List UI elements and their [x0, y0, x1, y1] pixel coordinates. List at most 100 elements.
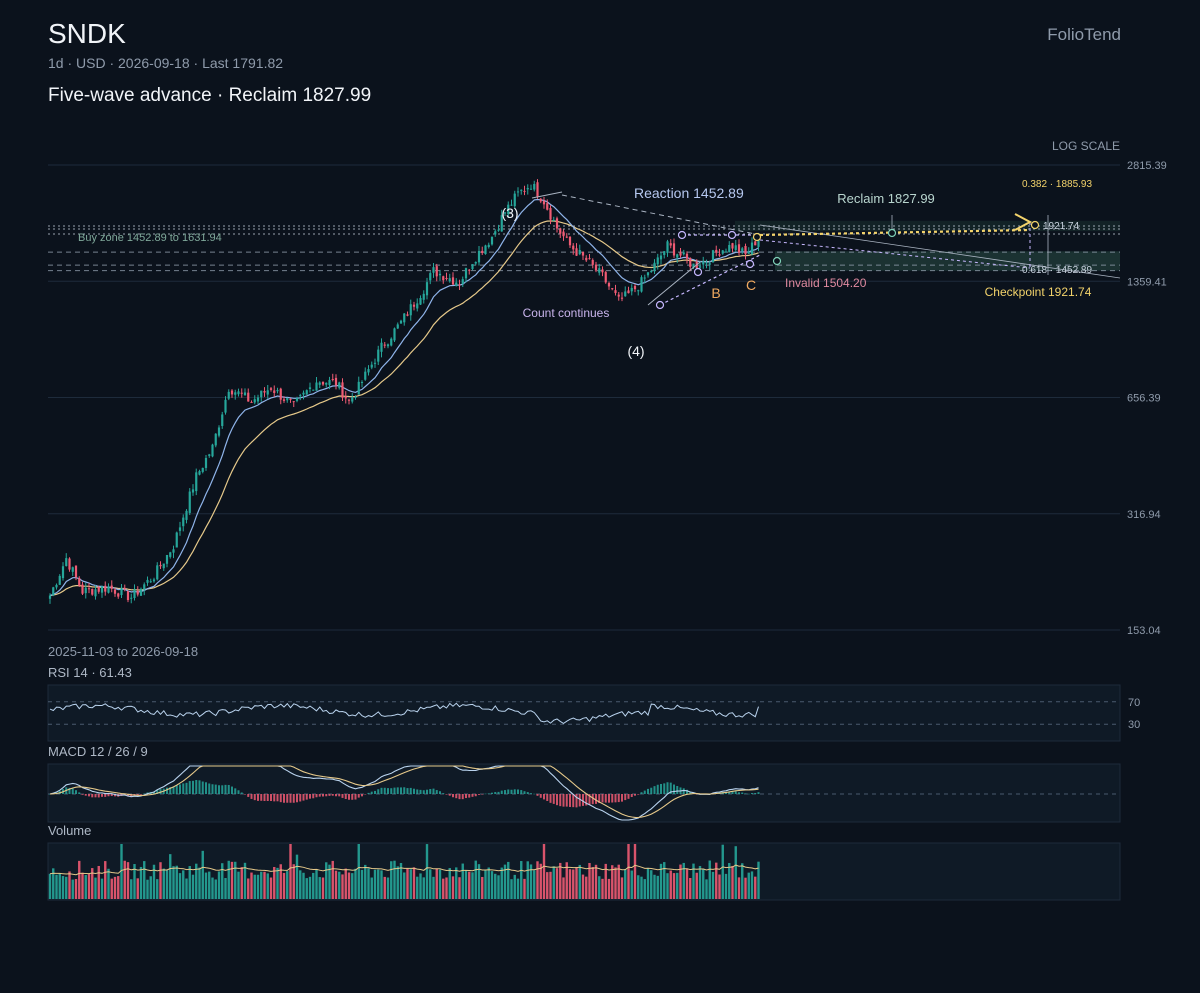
volume-bar [516, 878, 520, 899]
macd-histogram-bar [286, 794, 289, 803]
macd-histogram-bar [75, 790, 77, 794]
candle [438, 269, 442, 281]
macd-histogram-bar [747, 793, 750, 795]
candle [113, 587, 117, 597]
macd-histogram-bar [481, 794, 484, 795]
macd-signal-line [49, 765, 759, 819]
candle [117, 592, 120, 599]
candle-body [396, 324, 399, 329]
fib-top-label: 1921.74 [1043, 221, 1080, 232]
macd-histogram-bar [500, 790, 503, 794]
candle-body [331, 379, 334, 381]
macd-panel [47, 763, 1121, 823]
candle-body [68, 558, 71, 570]
candle [598, 263, 601, 276]
macd-histogram-bar [84, 794, 87, 796]
candle-body [598, 268, 601, 273]
macd-histogram-bar [260, 794, 263, 801]
candle [221, 411, 224, 429]
volume-bar [672, 873, 676, 899]
volume-bar [266, 873, 269, 899]
candle-body [497, 229, 500, 231]
candle-body [633, 285, 637, 290]
macd-histogram-bar [666, 782, 669, 794]
macd-histogram-bar [289, 794, 292, 803]
macd-histogram-bar [650, 787, 653, 794]
macd-histogram-bar [578, 794, 581, 807]
candle [308, 382, 312, 393]
candle [503, 211, 507, 216]
candle [640, 275, 643, 293]
candle-body [221, 414, 224, 426]
candle [247, 388, 250, 402]
macd-histogram-bar [458, 794, 461, 800]
volume-bar [663, 862, 666, 899]
candle [100, 585, 104, 598]
candle [620, 292, 624, 302]
candle [143, 582, 146, 596]
candle-body [52, 587, 55, 596]
volume-bar [152, 864, 156, 899]
candle-body [750, 242, 754, 255]
macd-histogram-bar [101, 794, 103, 797]
macd-histogram-bar [526, 792, 529, 794]
volume-bar [468, 871, 471, 899]
candle-body [240, 392, 243, 394]
candle-body [175, 532, 178, 548]
candle-body [468, 269, 471, 271]
candle-body [510, 204, 513, 206]
candle [685, 251, 689, 264]
candle [133, 584, 136, 601]
macd-histogram-bar [140, 794, 142, 795]
volume-bar [565, 862, 568, 899]
candle-body [513, 193, 516, 207]
volume-bar [175, 865, 178, 899]
candle [224, 396, 227, 415]
macd-histogram-bar [455, 794, 458, 799]
candle-body [74, 565, 78, 578]
candle [58, 574, 61, 586]
candle [754, 240, 757, 246]
candle [614, 284, 617, 296]
volume-bar [630, 870, 633, 899]
volume-bar [94, 877, 97, 899]
pivot-marker [727, 230, 737, 240]
candle-body [406, 314, 409, 316]
volume-bar [474, 860, 477, 899]
candle [383, 341, 386, 349]
wave-line [647, 261, 701, 306]
candle-body [529, 188, 533, 190]
volume-bar [269, 877, 273, 899]
candle [490, 236, 494, 246]
pivot-marker [745, 259, 755, 269]
y-tick-label: 1359.41 [1127, 276, 1167, 288]
macd-histogram-bar [588, 794, 591, 805]
candle-body [276, 390, 279, 392]
candle [204, 455, 208, 471]
macd-histogram-bar [348, 794, 350, 800]
macd-histogram-bar [653, 786, 656, 794]
macd-histogram-bar [647, 788, 649, 794]
projection-zone [775, 251, 1120, 271]
macd-histogram-bar [575, 794, 578, 808]
volume-bar [185, 878, 188, 899]
volume-bar [227, 860, 230, 899]
volume-bar [159, 862, 162, 899]
reaction-trend-line [561, 194, 761, 236]
zones [735, 220, 1120, 271]
macd-histogram-bar [351, 794, 354, 800]
candle-body [617, 294, 620, 297]
candle-body [185, 510, 188, 520]
volume-bar [692, 863, 695, 899]
macd-histogram-bar [754, 792, 757, 794]
volume-bar [562, 877, 565, 899]
volume-bar [533, 870, 536, 899]
volume-bar [302, 872, 305, 899]
candle [74, 565, 78, 581]
candle [429, 271, 432, 285]
candle [588, 254, 591, 260]
volume-bar [191, 874, 195, 899]
candle-body [494, 231, 497, 235]
candle [578, 244, 581, 256]
candle-body [195, 472, 198, 492]
